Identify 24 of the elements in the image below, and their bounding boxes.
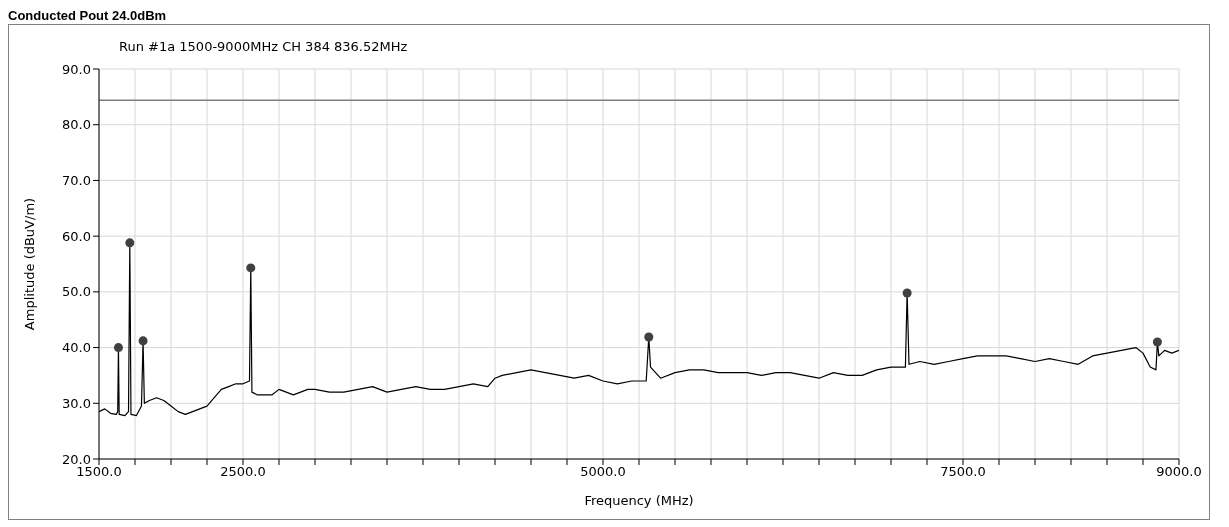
point: [138, 336, 148, 346]
point: [125, 238, 135, 248]
y-tick-label: 50.0: [62, 284, 91, 300]
point: [1152, 337, 1162, 347]
x-tick-label: 9000.0: [1156, 464, 1202, 480]
point: [246, 263, 256, 273]
x-axis-title: Frequency (MHz): [584, 493, 694, 508]
y-tick-label: 90.0: [62, 61, 91, 77]
point: [902, 288, 912, 298]
y-axis-title: Amplitude (dBuV/m): [21, 197, 37, 331]
y-tick-label: 40.0: [62, 340, 91, 356]
point: [644, 332, 654, 342]
x-tick-label: 2500.0: [220, 464, 266, 480]
text: Conducted Pout 24.0dBm: [8, 8, 168, 24]
y-tick-label: 70.0: [62, 173, 91, 189]
y-tick-label: 20.0: [62, 451, 91, 467]
point: [113, 343, 123, 353]
x-tick-label: 1500.0: [76, 464, 122, 480]
x-tick-label: 5000.0: [580, 464, 626, 480]
y-tick-label: 60.0: [62, 228, 91, 244]
chart-title: Run #1a 1500-9000MHz CH 384 836.52MHz: [118, 38, 409, 56]
y-tick-label: 30.0: [62, 395, 91, 411]
x-tick-label: 7500.0: [940, 464, 986, 480]
y-tick-label: 80.0: [62, 117, 91, 133]
